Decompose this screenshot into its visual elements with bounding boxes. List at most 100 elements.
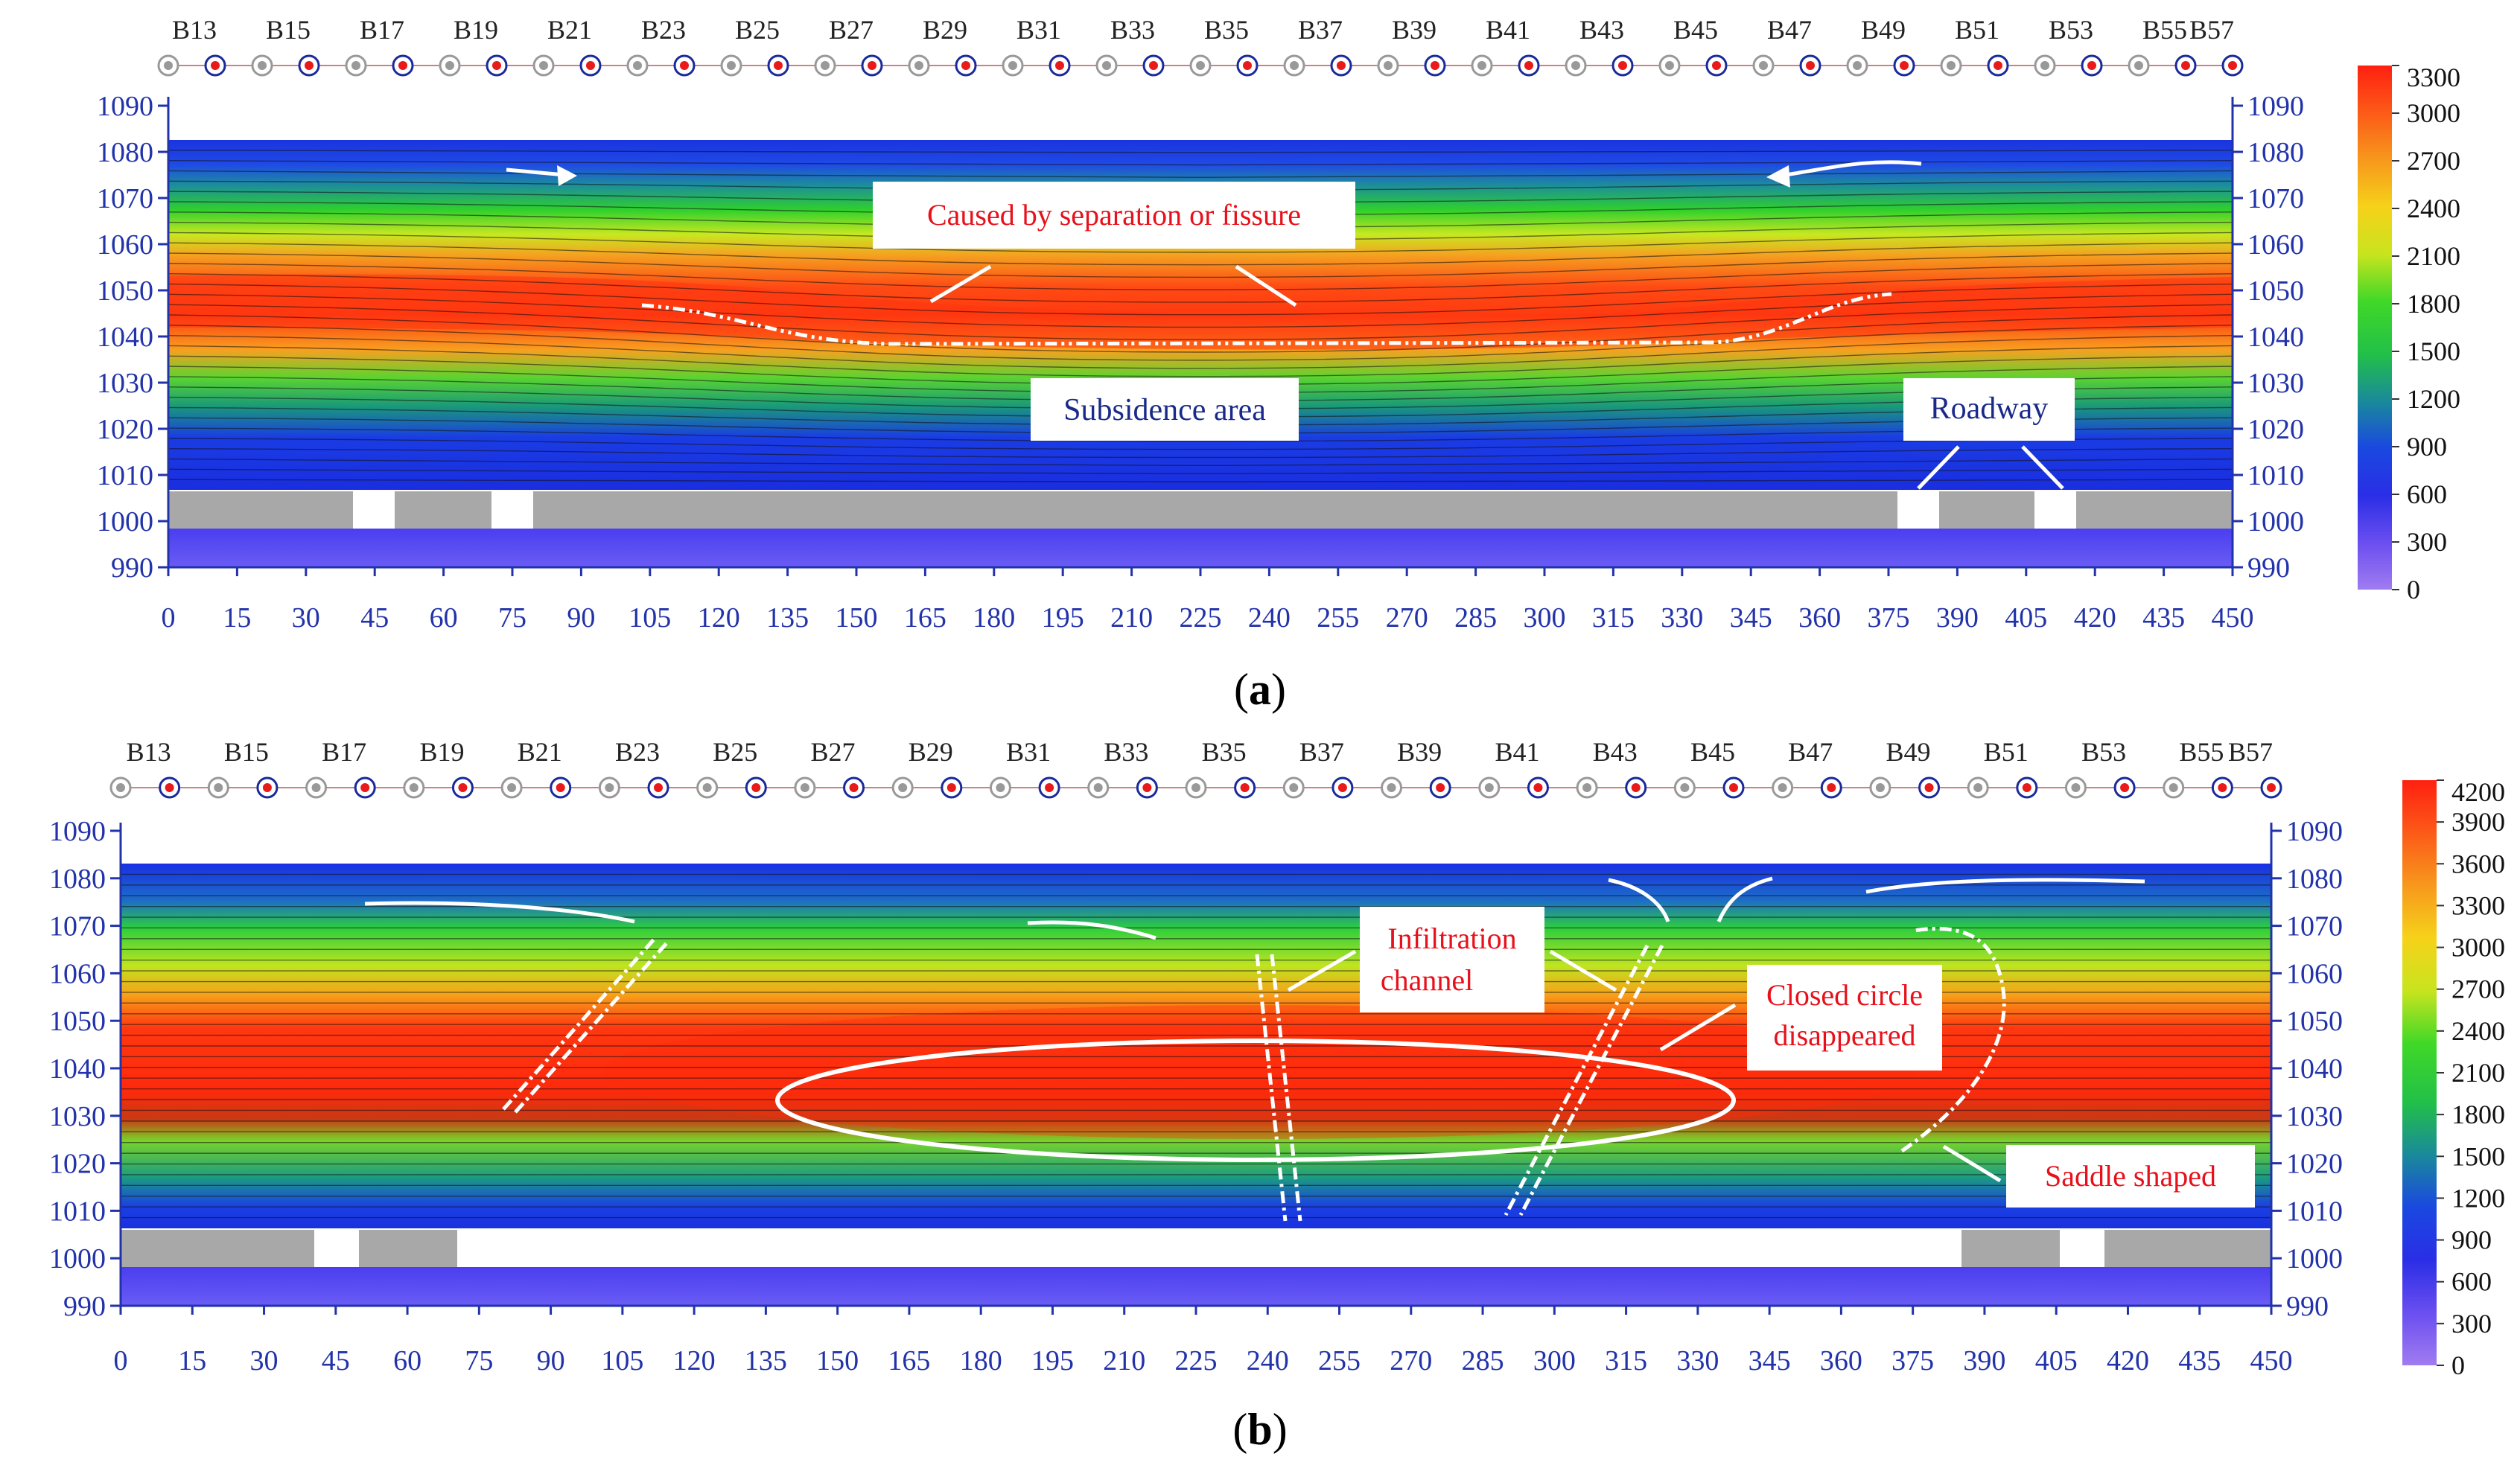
borehole-marker-core (868, 61, 876, 70)
panel-b-channel-3a (1504, 944, 1649, 1216)
colorbar-tick-label: 600 (2407, 479, 2447, 509)
borehole-marker-core (2120, 783, 2130, 792)
panel-b-infiltration-label-2: channel (1381, 963, 1473, 997)
borehole-marker-core (654, 783, 663, 792)
y-tick-label: 1050 (49, 1006, 106, 1037)
x-tick-label: 240 (1247, 1345, 1289, 1376)
borehole-marker-core (1243, 61, 1252, 70)
contour-line (168, 314, 2233, 353)
x-tick-label: 375 (1868, 602, 1910, 634)
borehole-label: B27 (811, 737, 856, 767)
panel-b-seam-left-1 (121, 1230, 314, 1267)
borehole-marker-core (1680, 783, 1690, 792)
x-tick-label: 420 (2107, 1345, 2149, 1376)
borehole-label: B49 (1886, 737, 1931, 767)
borehole-label: B39 (1392, 15, 1436, 45)
y-tick-label: 1030 (49, 1101, 106, 1132)
borehole-marker-core (1387, 783, 1396, 792)
panel-b-flow-arrow-1 (364, 901, 635, 924)
borehole-marker-core (1431, 61, 1439, 70)
contour-line (168, 468, 2233, 474)
y-tick-label: 1010 (2286, 1196, 2343, 1227)
contour-line (168, 334, 2233, 369)
panel-b-saddle-box (2006, 1145, 2255, 1208)
y-tick-label: 1010 (97, 460, 153, 491)
borehole-marker-core (164, 61, 173, 70)
y-tick-label: 1040 (49, 1053, 106, 1085)
panel-a-roadway-2 (491, 491, 533, 529)
colorbar-tick-label: 0 (2407, 575, 2420, 604)
panel-b-closed-label-2: disappeared (1773, 1018, 1915, 1052)
colorbar-tick-label: 2400 (2407, 194, 2460, 223)
borehole-marker-core (946, 783, 956, 792)
borehole-marker-core (1853, 61, 1862, 70)
x-tick-label: 180 (973, 602, 1015, 634)
borehole-marker-core (2087, 61, 2096, 70)
borehole-label: B23 (615, 737, 660, 767)
colorbar-tick-label: 300 (2407, 527, 2447, 557)
borehole-marker-core (774, 61, 783, 70)
borehole-label: B49 (1861, 15, 1906, 45)
colorbar-tick-label: 2700 (2407, 146, 2460, 176)
borehole-marker-core (1337, 61, 1346, 70)
borehole-marker-core (1875, 783, 1885, 792)
contour-line (168, 150, 2233, 153)
x-tick-label: 255 (1318, 1345, 1361, 1376)
panel-b-channel-1b (514, 941, 669, 1114)
borehole-marker-core (1142, 783, 1152, 792)
contour-line (168, 438, 2233, 450)
y-tick-label: 1060 (2247, 229, 2304, 261)
y-tick-label: 1080 (49, 864, 106, 895)
x-tick-label: 180 (960, 1345, 1002, 1376)
panel-a-subsidence-curve (641, 292, 1892, 346)
panel-a-fissure-arrow-right (1235, 264, 1297, 307)
borehole-marker-core (539, 61, 548, 70)
panel-b-borehole-labels: B13 B15 B17 B19 B21 B23 B25 B27 B29 B31 B33 B35 B37 B… (127, 737, 2273, 767)
colorbar-tick-label: 1500 (2407, 336, 2460, 366)
x-tick-label: 45 (360, 602, 389, 634)
x-tick-label: 210 (1110, 602, 1153, 634)
borehole-marker-core (1093, 783, 1103, 792)
x-tick-label: 75 (498, 602, 526, 634)
colorbar-tick-label: 3900 (2451, 807, 2505, 837)
panel-b-seam-right-1 (1961, 1230, 2060, 1267)
borehole-marker-core (1712, 61, 1721, 70)
colorbar-tick-label: 2400 (2451, 1016, 2505, 1046)
borehole-label: B41 (1486, 15, 1530, 45)
borehole-marker-core (1618, 61, 1627, 70)
y-tick-label: 1090 (2247, 91, 2304, 122)
panel-a-roadway-label: Roadway (1930, 392, 2049, 426)
borehole-marker-core (507, 783, 517, 792)
y-tick-label: 1000 (2247, 506, 2304, 537)
x-tick-label: 270 (1390, 1345, 1432, 1376)
y-tick-label: 990 (111, 552, 153, 584)
borehole-label: B55 (2179, 737, 2224, 767)
borehole-marker-core (821, 61, 830, 70)
borehole-marker-core (702, 783, 712, 792)
panel-b-coal-seam (121, 1230, 2271, 1267)
borehole-marker-core (1008, 61, 1017, 70)
borehole-label: B57 (2228, 737, 2273, 767)
y-tick-label: 1010 (49, 1196, 106, 1227)
y-tick-label: 1020 (97, 414, 153, 445)
panel-b-infiltration-label-1: Infiltration (1387, 922, 1516, 955)
x-tick-label: 300 (1533, 1345, 1576, 1376)
borehole-marker-core (605, 783, 614, 792)
borehole-label: B37 (1299, 737, 1344, 767)
x-tick-label: 345 (1730, 602, 1772, 634)
x-tick-label: 90 (567, 602, 595, 634)
borehole-marker-core (586, 61, 595, 70)
y-tick-label: 1070 (49, 911, 106, 942)
x-tick-label: 435 (2178, 1345, 2221, 1376)
borehole-marker-core (680, 61, 689, 70)
borehole-marker-core (1806, 61, 1815, 70)
panel-a-y-ticks-left: 990 1000 1010 1020 1030 1040 1050 1060 1070 1080 1… (97, 91, 168, 584)
borehole-label: B27 (829, 15, 874, 45)
borehole-label: B51 (1984, 737, 2029, 767)
borehole-label: B23 (641, 15, 686, 45)
panel-b-infiltration-arrow-right (1549, 949, 1617, 992)
borehole-label: B15 (224, 737, 269, 767)
borehole-label: B21 (518, 737, 562, 767)
borehole-label: B25 (713, 737, 757, 767)
contour-line (168, 252, 2233, 278)
